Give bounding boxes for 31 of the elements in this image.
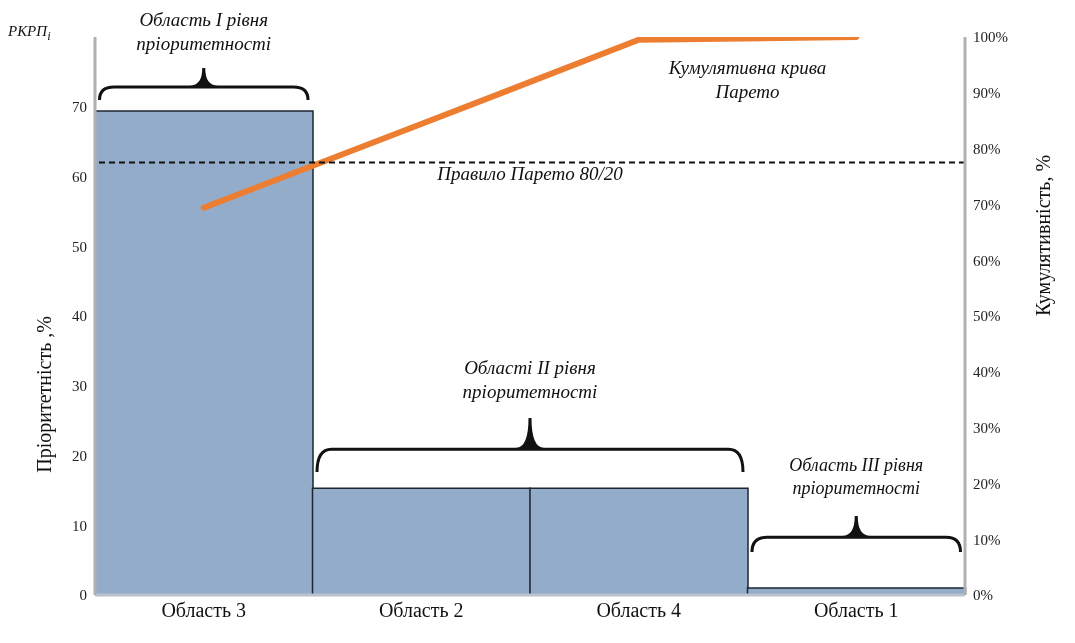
annotation: Кумулятивна крива Парето [667, 56, 828, 104]
y-tick-label: 50 [72, 238, 87, 255]
y-tick-label: 0 [79, 587, 87, 604]
annotation: Область I рівня пріоритетності [135, 8, 273, 56]
y2-tick-label: 10% [973, 531, 1001, 548]
y2-tick-label: 80% [973, 140, 1001, 157]
x-tick-label: Область 3 [161, 599, 247, 622]
y-tick-label: 10 [72, 517, 87, 534]
y-axis-title: Пріоритетність ,% [33, 316, 57, 473]
y2-tick-label: 70% [973, 196, 1001, 213]
y2-tick-label: 100% [973, 29, 1008, 46]
y2-tick-label: 20% [973, 475, 1001, 492]
x-tick-label: Область 1 [813, 599, 899, 622]
y-tick-label: 70 [72, 99, 87, 116]
y2-axis-title: Кумулятивність, % [1032, 154, 1056, 316]
ref-line-label: Правило Парето 80/20 [436, 162, 624, 184]
y-tick-label: 20 [72, 447, 87, 464]
y2-tick-label: 40% [973, 364, 1001, 381]
annotation: Область III рівня пріоритетності [788, 454, 925, 499]
x-tick-label: Область 4 [596, 599, 682, 622]
y2-tick-label: 30% [973, 419, 1001, 436]
y-tick-label: 40 [72, 308, 87, 325]
x-tick-label: Область 2 [378, 599, 464, 622]
y2-tick-label: 0% [973, 587, 993, 604]
annotation: Області II рівня пріоритетності [461, 356, 599, 404]
y-tick-label: 30 [72, 378, 87, 395]
y2-tick-label: 50% [973, 308, 1001, 325]
y2-tick-label: 60% [973, 252, 1001, 269]
y2-tick-label: 90% [973, 85, 1001, 102]
y-tick-label: 60 [72, 168, 87, 185]
text: РКРП$_{i}$ [8, 22, 52, 45]
